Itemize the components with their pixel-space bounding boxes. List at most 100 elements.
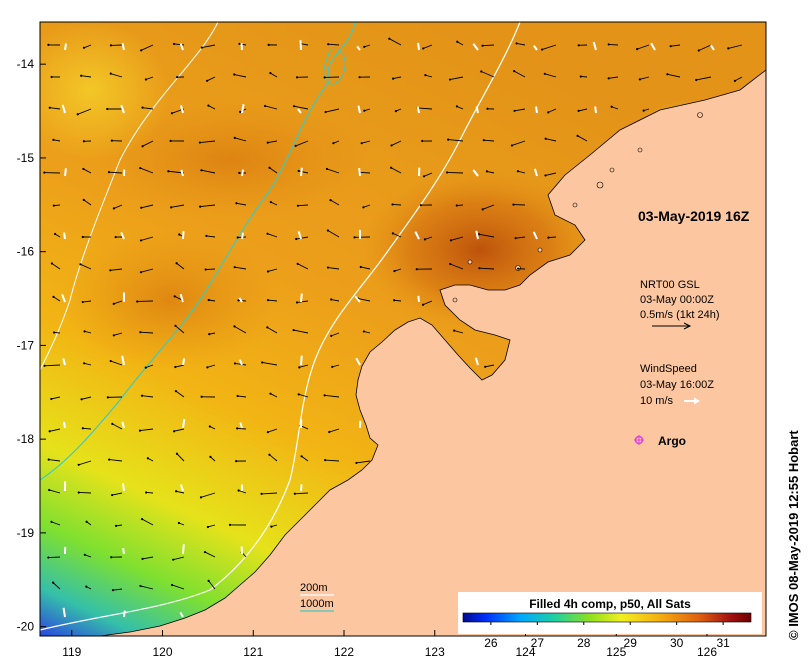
current-arrow-head [515, 42, 518, 45]
current-arrow-head [448, 78, 452, 81]
current-arrow [513, 70, 526, 78]
current-arrow [140, 268, 154, 273]
current-arrow-head [173, 430, 176, 433]
current-arrow-head [391, 203, 394, 206]
current-arrow-head [268, 453, 271, 456]
current-arrow-head [77, 491, 80, 494]
current-arrow-head [449, 262, 452, 266]
y-tick-label: -16 [17, 245, 35, 259]
current-arrow-head [111, 589, 115, 592]
current-arrow-head [199, 496, 203, 499]
wind-arrow [532, 231, 538, 240]
current-arrow-head [484, 365, 487, 368]
current-arrow [142, 556, 154, 560]
current-arrow-head [52, 138, 55, 141]
current-arrow-head [233, 136, 236, 139]
current-arrow [174, 428, 185, 432]
current-arrow-head [295, 76, 299, 79]
contour-1000m [40, 22, 356, 481]
current-arrow-head [51, 581, 55, 584]
wind-arrow [238, 297, 243, 303]
current-legend-scale: 0.5m/s (1kt 24h) [640, 309, 719, 321]
current-arrow-head [172, 42, 176, 46]
current-arrow [77, 108, 92, 115]
current-arrow-head [203, 550, 207, 554]
current-arrow [207, 364, 216, 368]
warm-patch [60, 230, 280, 370]
current-arrow-head [206, 525, 209, 529]
current-arrow-head [393, 299, 396, 302]
current-arrow-head [362, 206, 365, 209]
current-arrow-head [82, 167, 85, 171]
current-arrow [53, 296, 61, 302]
current-arrow [293, 105, 309, 110]
y-tick-label: -18 [17, 432, 35, 446]
current-arrow [141, 395, 154, 398]
current-arrow-head [577, 44, 580, 47]
current-arrow-head [50, 262, 54, 265]
current-arrow [51, 521, 61, 526]
current-arrow-head [238, 42, 241, 45]
current-arrow [698, 44, 712, 51]
wind-arrow [62, 607, 66, 618]
current-arrow [577, 135, 588, 142]
wind-arrow [417, 42, 420, 51]
current-arrow [267, 140, 278, 144]
wind-arrow [357, 105, 361, 114]
current-arrow [82, 300, 92, 303]
current-arrow-head [169, 139, 172, 142]
current-arrow-head [513, 70, 516, 73]
current-arrow-head [112, 334, 115, 337]
current-arrow [112, 492, 123, 496]
wind-arrow [356, 45, 361, 51]
current-arrow [175, 325, 185, 334]
current-arrow [140, 44, 154, 51]
y-tick-label: -20 [17, 620, 35, 634]
current-arrow [82, 427, 92, 430]
current-arrow-head [363, 45, 366, 48]
current-arrow [327, 230, 340, 238]
wind-legend-scale: 10 m/s [640, 395, 674, 407]
current-arrow [422, 300, 433, 306]
current-arrow-head [260, 492, 263, 496]
current-arrow-head [449, 239, 453, 242]
argo-label: Argo [658, 434, 686, 448]
wind-arrow [416, 106, 420, 114]
current-arrow-head [267, 43, 270, 46]
current-arrow [608, 76, 619, 79]
current-arrow [392, 76, 402, 80]
current-arrow-head [268, 166, 271, 169]
current-arrow-head [543, 72, 546, 75]
current-arrow-head [298, 366, 301, 369]
current-arrow-head [144, 366, 147, 369]
current-arrow-head [114, 524, 118, 528]
current-arrow-head [81, 300, 84, 304]
islands [452, 112, 703, 303]
wind-arrow [121, 421, 125, 429]
current-arrow [479, 267, 495, 270]
current-arrow [81, 75, 92, 78]
current-arrow-head [266, 326, 269, 329]
wind-arrow [472, 169, 479, 177]
current-arrow-head [140, 518, 144, 521]
current-arrow [267, 299, 278, 302]
current-arrow-head [141, 557, 144, 560]
current-arrow [295, 140, 309, 147]
current-arrow-head [237, 299, 240, 302]
current-arrow-head [576, 134, 579, 137]
current-arrow [176, 262, 185, 270]
wind-arrow [180, 169, 184, 177]
credit-label: © IMOS 08-May-2019 12:55 Hobart [786, 430, 801, 640]
current-arrow [234, 363, 247, 366]
current-arrow-head [544, 174, 547, 177]
current-arrow-head [138, 429, 142, 432]
current-arrow [296, 300, 309, 303]
current-arrow-head [173, 295, 176, 298]
current-legend-time: 03-May 00:00Z [640, 294, 714, 306]
wind-arrow [534, 106, 538, 114]
current-arrow-head [516, 170, 520, 173]
current-arrow [140, 331, 154, 334]
current-arrow [261, 492, 278, 495]
current-arrow-head [174, 365, 177, 369]
current-arrow-head [419, 204, 423, 207]
